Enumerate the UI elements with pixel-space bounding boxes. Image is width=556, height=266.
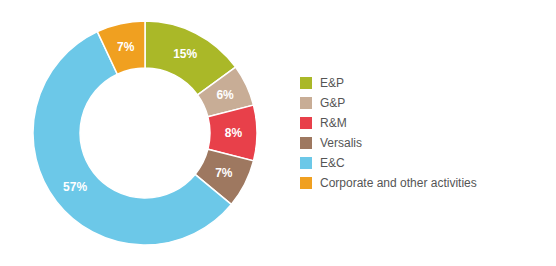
legend-label: Corporate and other activities xyxy=(320,176,477,190)
legend-swatch xyxy=(300,177,312,189)
legend-label: E&P xyxy=(320,76,344,90)
legend-label: Versalis xyxy=(320,136,362,150)
legend-label: G&P xyxy=(320,96,345,110)
legend-swatch xyxy=(300,157,312,169)
slice-label: 7% xyxy=(117,40,135,54)
legend-swatch xyxy=(300,117,312,129)
legend: E&P G&P R&M Versalis E&C Corporate and other … xyxy=(300,76,477,190)
chart-container: 15% 6% 8% 7% 57% 7% E&P G&P R&M Versalis E&C Corpor… xyxy=(0,0,556,266)
slices xyxy=(33,21,257,245)
slice-label: 7% xyxy=(215,166,233,180)
slice-label: 57% xyxy=(63,180,87,194)
chart-svg: 15% 6% 8% 7% 57% 7% E&P G&P R&M Versalis E&C Corpor… xyxy=(0,0,556,266)
donut-slice xyxy=(97,21,145,74)
legend-swatch xyxy=(300,137,312,149)
legend-swatch xyxy=(300,77,312,89)
legend-swatch xyxy=(300,97,312,109)
slice-labels: 15% 6% 8% 7% 57% 7% xyxy=(63,40,242,195)
slice-label: 15% xyxy=(173,47,197,61)
legend-label: R&M xyxy=(320,116,347,130)
legend-label: E&C xyxy=(320,156,345,170)
slice-label: 8% xyxy=(225,126,243,140)
slice-label: 6% xyxy=(216,88,234,102)
